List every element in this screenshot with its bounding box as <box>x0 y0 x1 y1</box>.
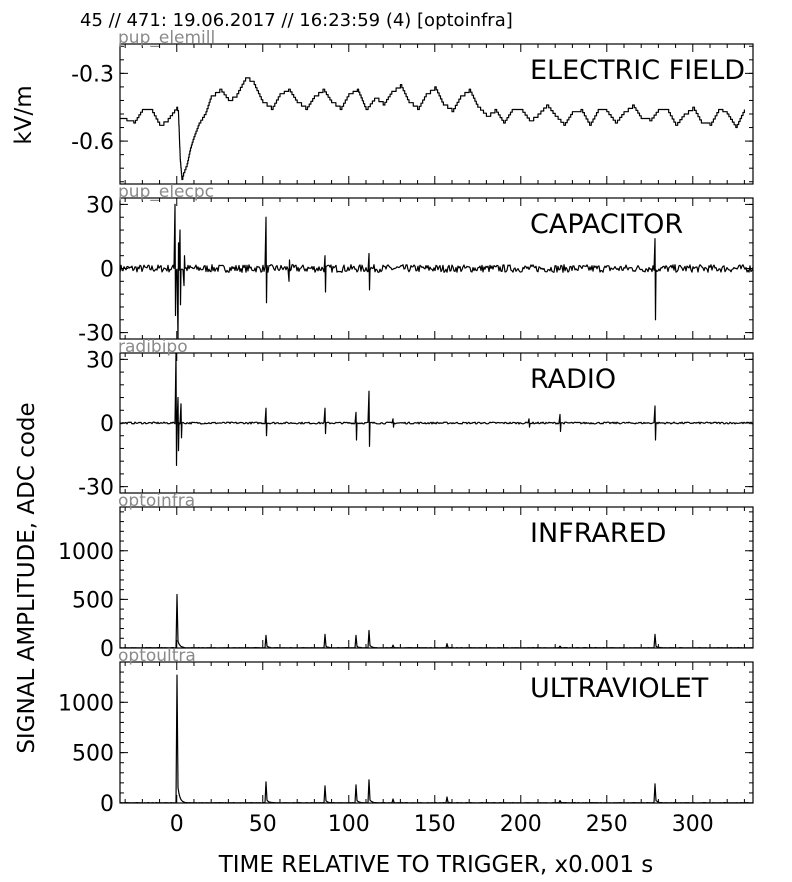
y-tick-label: 0 <box>100 637 114 662</box>
y-axis-label-kvm: kV/m <box>11 85 37 144</box>
y-tick-label: 1000 <box>58 540 114 565</box>
x-tick-label: 0 <box>170 812 184 837</box>
x-tick-label: 100 <box>328 812 370 837</box>
panel-tag: optoultra <box>118 646 196 666</box>
x-tick-label: 150 <box>414 812 456 837</box>
y-tick-label: -0.6 <box>71 130 114 155</box>
panel-radibipo: 30 0 -30 radibipo RADIO <box>78 337 754 501</box>
x-tick-label: 250 <box>586 812 628 837</box>
y-axis-label-signal: SIGNAL AMPLITUDE, ADC code <box>14 402 40 753</box>
x-tick-label: 200 <box>500 812 542 837</box>
series-line <box>120 77 745 181</box>
y-tick-label: 500 <box>72 588 114 613</box>
panel-title: INFRARED <box>530 518 666 549</box>
x-tick-label: 300 <box>672 812 714 837</box>
y-tick-label: 30 <box>86 348 114 373</box>
x-axis-label: TIME RELATIVE TO TRIGGER, x0.001 s <box>218 852 654 878</box>
panel-frame <box>119 661 754 804</box>
panel-title: ULTRAVIOLET <box>530 673 709 704</box>
panel-frame <box>119 352 754 494</box>
y-tick-label: 1000 <box>58 691 114 716</box>
y-tick-label: -0.3 <box>71 62 114 87</box>
panel-tag: optoinfra <box>118 491 195 511</box>
panel-tag: pup_elemill <box>118 28 215 48</box>
y-tick-label: -30 <box>78 476 114 501</box>
panel-title: RADIO <box>530 364 616 395</box>
series-line <box>120 353 753 466</box>
panel-title: ELECTRIC FIELD <box>530 55 745 86</box>
series-line <box>120 593 753 648</box>
panel-tag: radibipo <box>118 337 188 357</box>
panel-pup_elecpc: 30 0 -30 pup_elecpc CAPACITOR <box>78 182 754 347</box>
panel-pup_elemill: -0.3 -0.6 pup_elemill ELECTRIC FIELD <box>71 28 754 185</box>
y-tick-label: 0 <box>100 412 114 437</box>
panel-frame <box>119 43 754 185</box>
panel-title: CAPACITOR <box>530 209 683 240</box>
y-tick-label: 500 <box>72 742 114 767</box>
y-tick-label: -30 <box>78 322 114 347</box>
y-tick-label: 0 <box>100 258 114 283</box>
panel-frame <box>119 197 754 340</box>
panel-optoultra: 1000 500 0 optoultra ULTRAVIOLET <box>58 646 754 817</box>
y-tick-label: 30 <box>86 193 114 218</box>
panel-frame <box>119 506 754 649</box>
series-line <box>120 203 753 339</box>
figure-header: 45 // 471: 19.06.2017 // 16:23:59 (4) [o… <box>80 10 513 31</box>
panel-tag: pup_elecpc <box>118 182 214 202</box>
y-tick-label: 0 <box>100 792 114 817</box>
panel-optoinfra: 1000 500 0 optoinfra INFRARED <box>58 491 754 662</box>
x-tick-label: 50 <box>249 812 277 837</box>
